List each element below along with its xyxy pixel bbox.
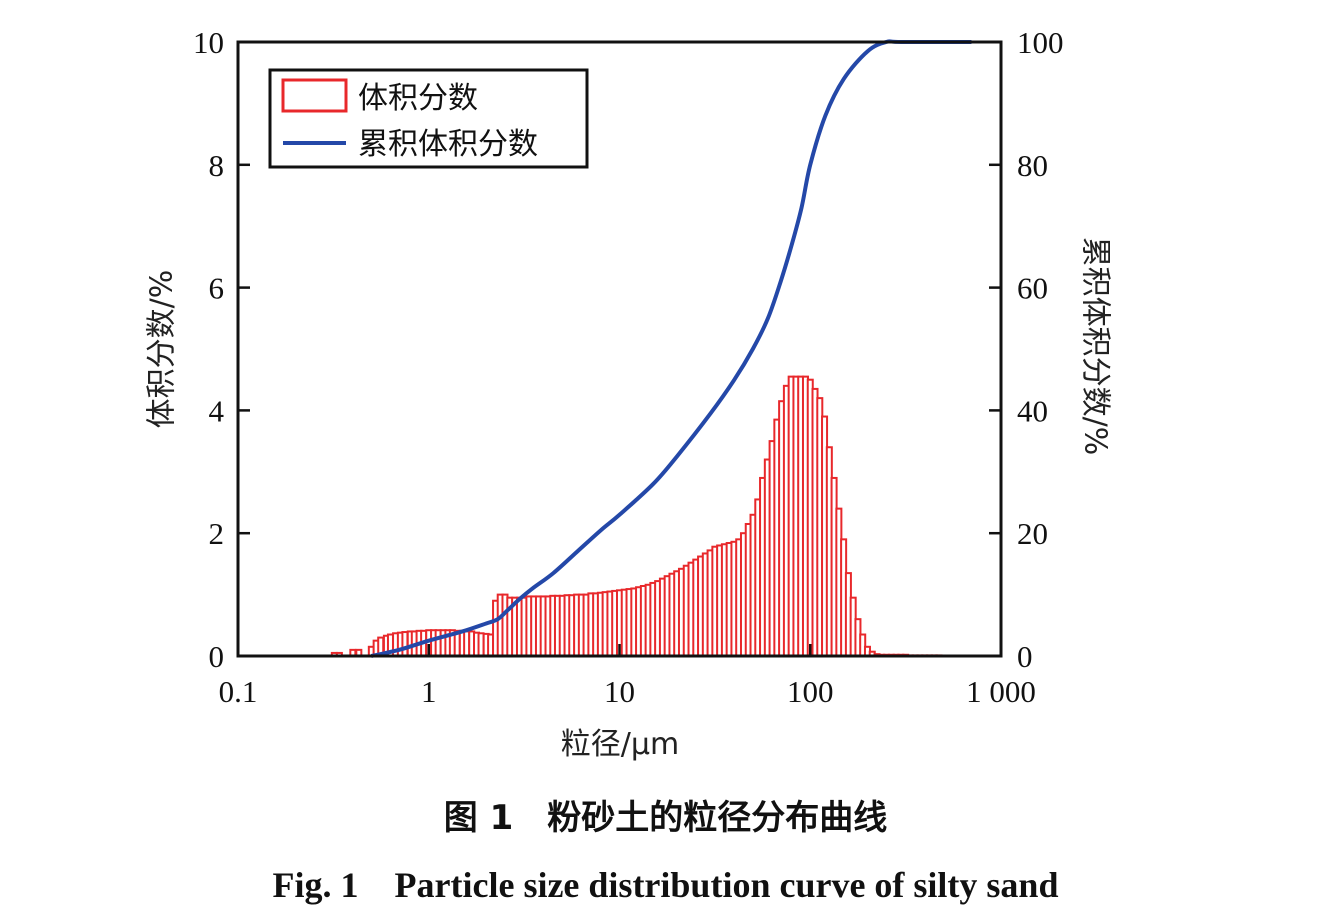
y-tick-label: 0 <box>209 639 225 674</box>
volume-fraction-bars <box>330 375 943 658</box>
y-tick-label: 2 <box>209 516 225 551</box>
y-axis-title: 体积分数/% <box>145 270 180 429</box>
y-tick-label: 10 <box>193 25 224 60</box>
y-tick-label: 6 <box>209 271 225 306</box>
x-tick-label: 1 000 <box>966 674 1036 709</box>
y2-tick-label: 60 <box>1017 271 1048 306</box>
legend-bar-swatch <box>281 78 348 113</box>
legend-label-cumulative: 累积体积分数 <box>358 127 538 162</box>
x-tick-label: 10 <box>604 674 635 709</box>
legend-label-volume-fraction: 体积分数 <box>358 81 478 116</box>
figure-caption-english: Fig. 1 Particle size distribution curve … <box>272 865 1059 905</box>
volume-fraction-bar <box>401 631 409 657</box>
y-tick-label: 8 <box>209 148 225 183</box>
x-tick-label: 100 <box>787 674 834 709</box>
legend-box <box>268 68 589 169</box>
y-tick-label: 4 <box>209 393 225 428</box>
cumulative-volume-line <box>370 39 972 658</box>
y2-axis-title: 累积体积分数/% <box>1078 237 1113 456</box>
y2-tick-label: 40 <box>1017 393 1048 428</box>
x-tick-label: 1 <box>421 674 437 709</box>
legend: 体积分数 累积体积分数 <box>268 68 589 169</box>
y2-tick-label: 20 <box>1017 516 1048 551</box>
figure-caption-chinese: 图 1 粉砂土的粒径分布曲线 <box>443 798 888 838</box>
y2-tick-label: 0 <box>1017 639 1033 674</box>
y2-tick-label: 100 <box>1017 25 1064 60</box>
y2-tick-label: 80 <box>1017 148 1048 183</box>
x-tick-label: 0.1 <box>219 674 258 709</box>
x-axis-title: 粒径/μm <box>561 727 679 762</box>
